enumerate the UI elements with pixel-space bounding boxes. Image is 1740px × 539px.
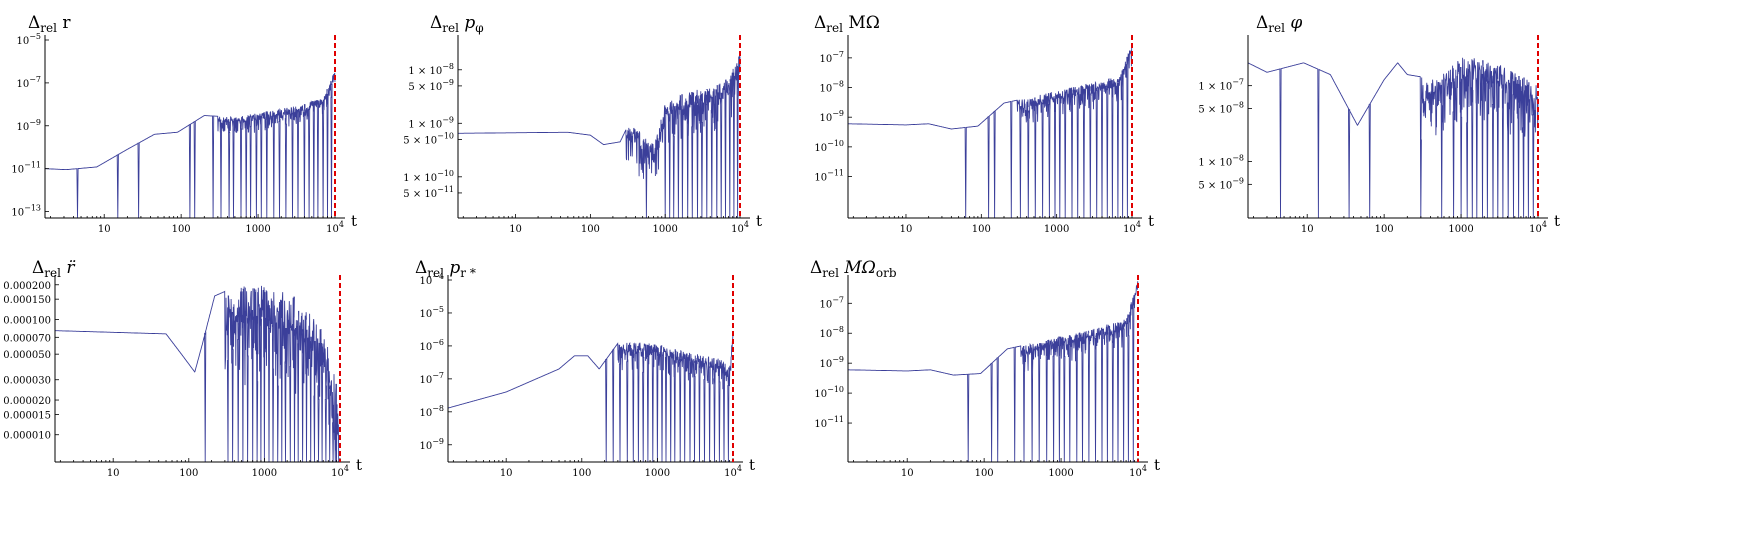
y-tick-label: 10−10	[814, 139, 844, 154]
data-series	[848, 43, 1133, 219]
x-tick-label: 1000	[645, 468, 670, 479]
y-tick-label: 10−11	[814, 169, 844, 184]
y-tick-label: 0.000015	[3, 410, 51, 421]
x-tick-label: 100	[172, 224, 191, 235]
x-tick-label: 10	[509, 224, 522, 235]
y-tick-label: 10−8	[419, 404, 444, 419]
x-axis-label: t	[351, 212, 357, 230]
x-tick-label: 100	[572, 468, 591, 479]
panel-title: Δrel MΩ	[814, 13, 880, 35]
y-tick-label: 10−8	[819, 325, 844, 340]
y-tick-label: 10−7	[819, 295, 844, 310]
panel-title: Δrel r̈	[32, 258, 76, 280]
y-tick-label: 10−4	[419, 272, 444, 287]
y-tick-label: 5 × 10−11	[403, 185, 454, 200]
y-tick-label: 10−5	[419, 305, 444, 320]
x-tick-label: 104	[731, 220, 749, 235]
x-tick-label: 1000	[245, 224, 270, 235]
x-tick-label: 10	[500, 468, 513, 479]
y-tick-label: 0.000200	[3, 281, 51, 292]
x-tick-label: 1000	[1048, 468, 1073, 479]
y-tick-label: 0.000100	[3, 315, 51, 326]
y-tick-label: 10−9	[419, 437, 444, 452]
x-tick-label: 100	[975, 468, 994, 479]
panel-title: Δrel r	[28, 13, 71, 35]
x-tick-label: 10	[1301, 224, 1314, 235]
panel-title: Δrel pφ	[430, 13, 484, 35]
y-tick-label: 10−7	[16, 75, 41, 90]
y-tick-label: 1 × 10−7	[1198, 78, 1244, 93]
y-tick-label: 10−11	[814, 415, 844, 430]
x-tick-label: 100	[179, 468, 198, 479]
y-tick-label: 0.000150	[3, 295, 51, 306]
y-tick-label: 1 × 10−10	[403, 169, 454, 184]
x-tick-label: 104	[326, 220, 344, 235]
chart-panel-4: Δrel φ 10 100 1000 104 5 × 10−9 1 × 10−8 5 × 10…	[1198, 13, 1560, 235]
y-tick-label: 1 × 10−8	[1198, 154, 1244, 169]
x-tick-label: 1000	[252, 468, 277, 479]
chart-panel-6: Δrel pr * 10 100 1000 104 10−9 10−8 10−7 10−6 10−…	[415, 258, 755, 479]
x-axis-label: t	[756, 212, 762, 230]
x-axis-label: t	[1554, 212, 1560, 230]
x-tick-label: 1000	[652, 224, 677, 235]
x-tick-label: 10	[900, 224, 913, 235]
x-tick-label: 1000	[1044, 224, 1069, 235]
y-tick-label: 10−11	[11, 161, 41, 176]
y-tick-label: 0.000020	[3, 396, 51, 407]
chart-panel-3: Δrel MΩ 10 100 1000 104 10−11 10−10 10−9 10−8 10−…	[814, 13, 1154, 235]
x-axis-label: t	[749, 456, 755, 474]
y-tick-label: 10−9	[819, 109, 844, 124]
y-tick-label: 10−6	[419, 338, 444, 353]
y-tick-label: 10−9	[819, 355, 844, 370]
data-series	[55, 285, 340, 463]
y-tick-label: 5 × 10−9	[408, 78, 454, 93]
y-tick-label: 10−7	[819, 50, 844, 65]
x-axis-label: t	[356, 456, 362, 474]
x-axis-label: t	[1154, 456, 1160, 474]
y-tick-label: 10−5	[16, 32, 41, 47]
y-tick-label: 0.000010	[3, 431, 51, 442]
y-tick-label: 5 × 10−8	[1198, 100, 1244, 115]
y-tick-label: 10−13	[11, 204, 41, 219]
y-tick-label: 10−8	[819, 80, 844, 95]
y-tick-label: 1 × 10−9	[408, 115, 454, 130]
x-tick-label: 104	[1123, 220, 1141, 235]
x-tick-label: 104	[331, 464, 349, 479]
panel-title: Δrel MΩorb	[810, 258, 897, 280]
y-tick-label: 10−9	[16, 118, 41, 133]
data-series	[458, 55, 741, 219]
x-axis-label: t	[1148, 212, 1154, 230]
data-series	[447, 333, 734, 463]
x-tick-label: 100	[581, 224, 600, 235]
y-tick-label: 0.000030	[3, 376, 51, 387]
chart-panel-1: Δrel r 10 100 1000 104 10−13 10−11 10−9 10−7 10−5…	[11, 13, 357, 235]
y-tick-label: 0.000070	[3, 333, 51, 344]
y-tick-label: 10−10	[814, 385, 844, 400]
data-series	[848, 281, 1139, 463]
y-tick-label: 1 × 10−8	[408, 62, 454, 77]
x-tick-label: 10	[98, 224, 111, 235]
chart-panel-2: Δrel pφ 10 100 1000 104 5 × 10−111 × 10−10 5 ×…	[403, 13, 762, 235]
y-tick-label: 0.000050	[3, 350, 51, 361]
x-tick-label: 104	[724, 464, 742, 479]
y-tick-label: 5 × 10−9	[1198, 176, 1244, 191]
x-tick-label: 10	[107, 468, 120, 479]
data-series	[45, 72, 336, 219]
data-series	[1247, 57, 1539, 219]
panel-title: Δrel pr *	[415, 258, 476, 280]
x-tick-label: 1000	[1448, 224, 1473, 235]
x-tick-label: 104	[1529, 220, 1547, 235]
panel-title: Δrel φ	[1256, 13, 1302, 35]
x-tick-label: 104	[1129, 464, 1147, 479]
chart-panel-7: Δrel MΩorb 10 100 1000 104 10−11 10−10 10−9 10−8…	[810, 258, 1160, 479]
x-tick-label: 100	[1375, 224, 1394, 235]
y-tick-label: 10−7	[419, 371, 444, 386]
chart-panel-5: Δrel r̈ 10 100 1000 104 0.000010 0.000015 0.000…	[3, 258, 362, 479]
x-tick-label: 10	[901, 468, 914, 479]
y-tick-label: 5 × 10−10	[403, 131, 454, 146]
x-tick-label: 100	[972, 224, 991, 235]
